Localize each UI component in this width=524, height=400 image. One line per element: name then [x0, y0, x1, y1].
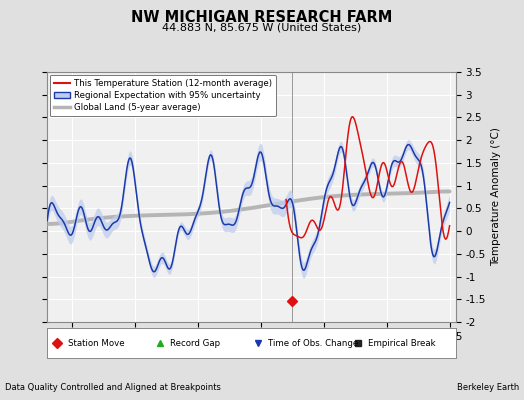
Text: 44.883 N, 85.675 W (United States): 44.883 N, 85.675 W (United States) [162, 22, 362, 32]
Y-axis label: Temperature Anomaly (°C): Temperature Anomaly (°C) [492, 128, 501, 266]
Text: Station Move: Station Move [68, 338, 124, 348]
Text: Berkeley Earth: Berkeley Earth [456, 383, 519, 392]
Text: Record Gap: Record Gap [170, 338, 220, 348]
Text: Data Quality Controlled and Aligned at Breakpoints: Data Quality Controlled and Aligned at B… [5, 383, 221, 392]
Text: NW MICHIGAN RESEARCH FARM: NW MICHIGAN RESEARCH FARM [132, 10, 392, 25]
Text: Empirical Break: Empirical Break [368, 338, 435, 348]
Text: Time of Obs. Change: Time of Obs. Change [268, 338, 358, 348]
Legend: This Temperature Station (12-month average), Regional Expectation with 95% uncer: This Temperature Station (12-month avera… [50, 74, 276, 116]
